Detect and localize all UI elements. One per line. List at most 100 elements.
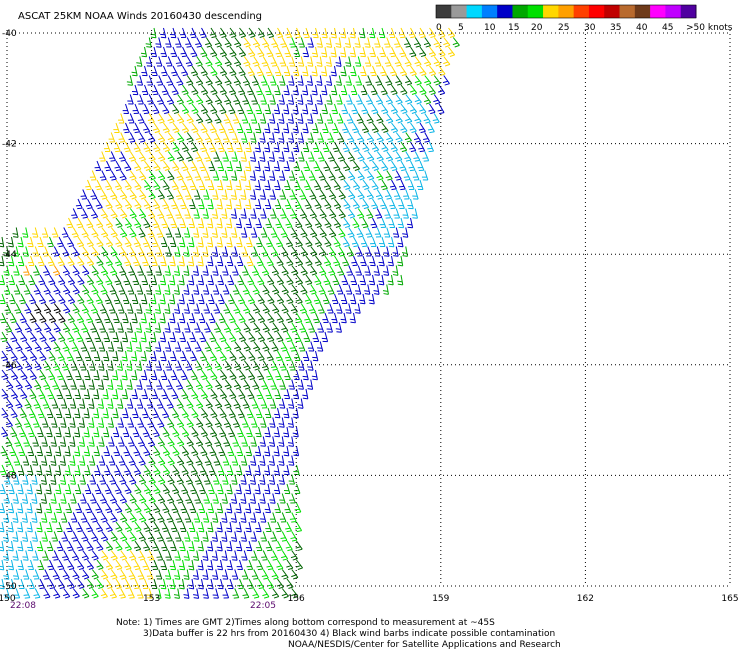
wind-barb [161, 65, 168, 77]
wind-barb [246, 559, 254, 571]
wind-barb [115, 502, 123, 514]
wind-barb [100, 284, 108, 295]
wind-barb [285, 236, 294, 248]
wind-barb [28, 578, 35, 590]
wind-barb [198, 179, 206, 191]
wind-barb [120, 208, 128, 219]
wind-barb [276, 236, 284, 248]
wind-barb [40, 493, 47, 504]
wind-barb [285, 27, 293, 39]
wind-barb [317, 132, 325, 143]
wind-barb [324, 198, 332, 210]
wind-barb [288, 379, 295, 390]
wind-barb [293, 483, 301, 495]
wind-barb [202, 569, 209, 580]
wind-barb [64, 464, 71, 476]
wind-barb [243, 56, 251, 67]
wind-barb [210, 388, 218, 399]
wind-barb [219, 27, 227, 39]
wind-barb [105, 540, 114, 551]
wind-barb [98, 341, 106, 352]
wind-barb [394, 189, 401, 200]
wind-barb [24, 322, 32, 333]
wind-barb [183, 284, 190, 295]
wind-barb [69, 398, 77, 409]
wind-barb [264, 445, 271, 457]
wind-barb [75, 369, 82, 380]
wind-barb [167, 417, 175, 428]
wind-barb [121, 388, 129, 400]
wind-barb [366, 94, 374, 105]
wind-barb [140, 331, 147, 343]
wind-barb [276, 312, 284, 324]
wind-barb [397, 217, 405, 229]
wind-barb [328, 265, 336, 276]
wind-barb [178, 578, 185, 590]
wind-barb [10, 350, 18, 362]
wind-barb [255, 122, 262, 134]
wind-barb [283, 426, 290, 438]
wind-barb [270, 227, 278, 238]
wind-barb [207, 578, 214, 590]
wind-barb [383, 227, 391, 238]
wind-barb [352, 198, 360, 210]
wind-barb [402, 208, 409, 219]
wind-barb [93, 407, 100, 419]
wind-barb [256, 388, 264, 400]
wind-barb [229, 388, 237, 400]
wind-barb [210, 369, 218, 381]
wind-barb [72, 265, 80, 276]
wind-barb [281, 588, 289, 599]
wind-barb [148, 132, 156, 143]
wind-barb [164, 303, 171, 314]
wind-barb [119, 569, 127, 580]
wind-barb [126, 360, 133, 371]
wind-barb [326, 113, 334, 124]
wind-barb [305, 236, 313, 247]
wind-barb [340, 65, 347, 77]
wind-barb [338, 151, 346, 162]
wind-barb [357, 170, 365, 181]
wind-barb [280, 227, 288, 238]
wind-barb [162, 426, 170, 438]
wind-barb [356, 227, 364, 238]
wind-barb [86, 293, 94, 305]
wind-barb [245, 464, 252, 476]
wind-barb [253, 37, 261, 48]
wind-barb [381, 160, 389, 172]
wind-barb [350, 293, 357, 305]
wind-barb [0, 255, 5, 267]
wind-barb [17, 540, 24, 552]
wind-barb [384, 56, 392, 67]
wind-barb [88, 436, 95, 447]
wind-barb [240, 493, 247, 504]
wind-barb [405, 94, 413, 105]
wind-barb [99, 170, 107, 181]
wind-barb [376, 189, 384, 200]
wind-barb [243, 37, 251, 48]
wind-barb [316, 37, 323, 48]
wind-barb [236, 255, 244, 267]
wind-barb [200, 65, 208, 77]
legend-swatch [680, 5, 697, 18]
wind-barb [158, 455, 166, 466]
wind-barb [33, 284, 41, 295]
wind-barb [112, 350, 119, 362]
wind-barb [211, 227, 218, 238]
wind-barb [383, 246, 390, 257]
wind-barb [205, 417, 213, 428]
wind-barb [237, 407, 245, 419]
legend-label: 40 [636, 23, 648, 33]
wind-barb [202, 531, 209, 542]
wind-barb [202, 246, 209, 257]
wind-barb [265, 65, 273, 77]
wind-barb [167, 493, 175, 504]
wind-barb [117, 341, 124, 352]
wind-barb [232, 284, 240, 295]
wind-barb [347, 227, 355, 238]
wind-barb [160, 350, 167, 362]
wind-barb [42, 550, 49, 561]
wind-barb [143, 179, 152, 190]
wind-barb [75, 350, 83, 362]
wind-barb [164, 569, 172, 580]
